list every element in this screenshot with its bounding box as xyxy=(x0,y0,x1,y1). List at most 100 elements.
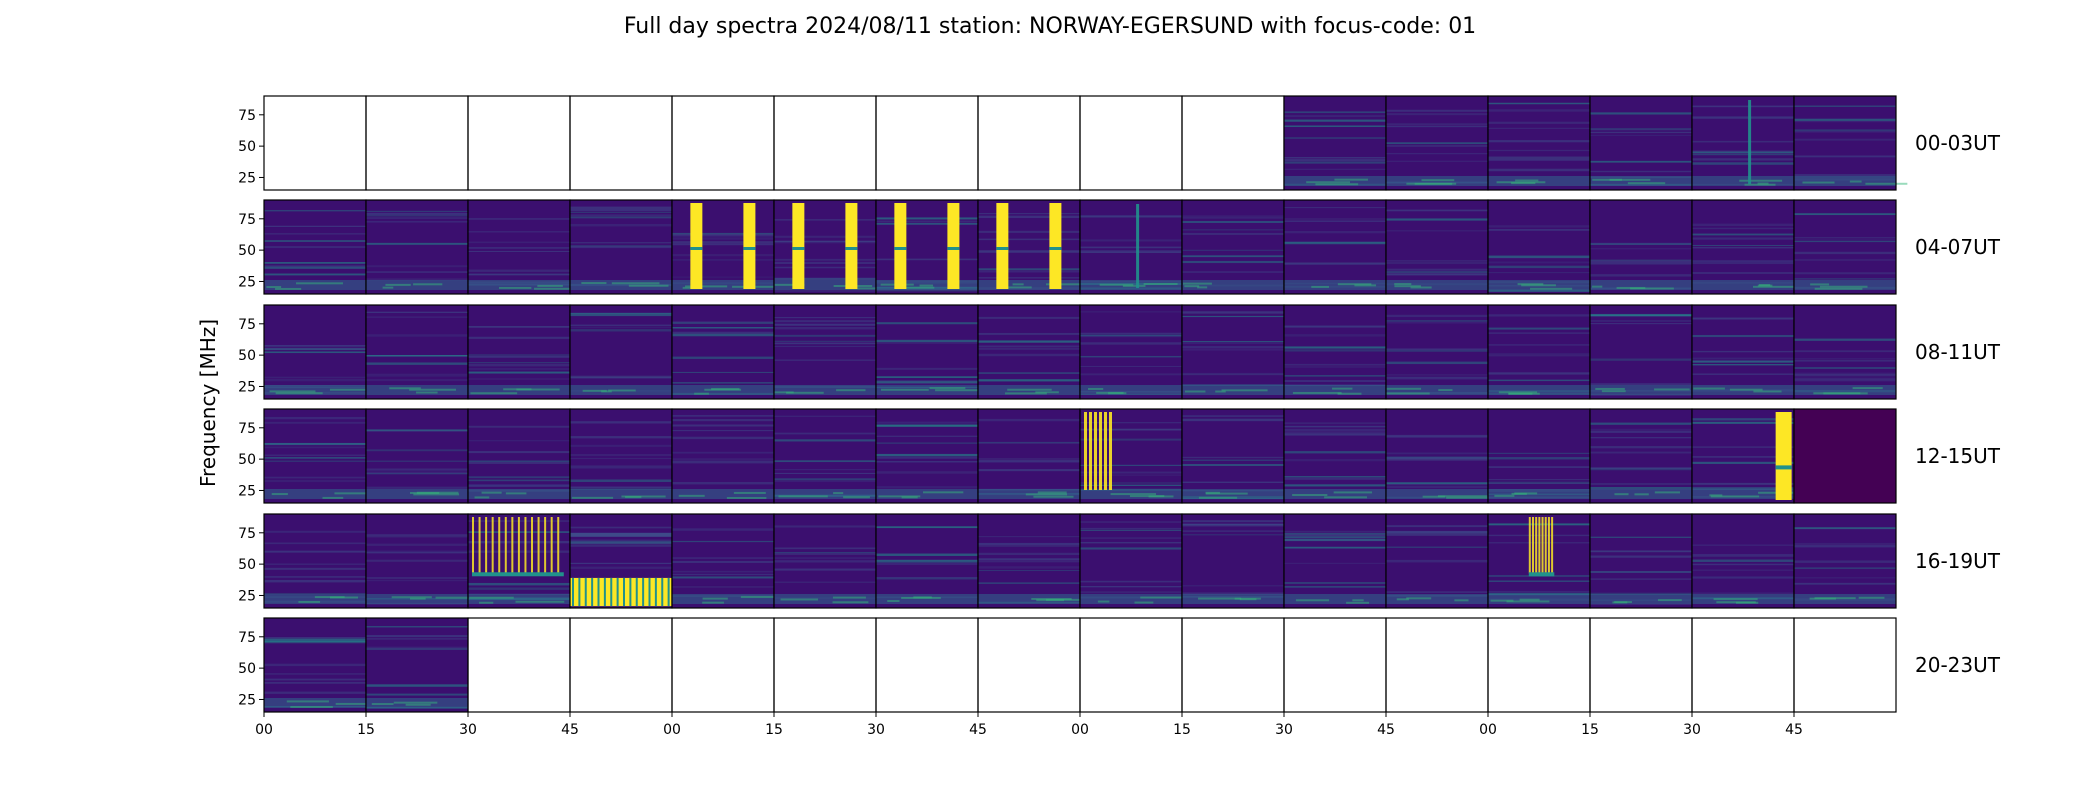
low-band-activity xyxy=(1386,280,1488,290)
low-band-streak xyxy=(1814,287,1863,290)
interference-line xyxy=(978,213,1080,215)
low-band-streak xyxy=(1422,495,1446,498)
striped-emission xyxy=(537,517,540,574)
low-band-streak xyxy=(1406,597,1432,600)
striped-emission xyxy=(498,517,501,574)
low-band-streak xyxy=(335,702,369,705)
spectrum-panel xyxy=(1079,617,1183,713)
low-band-streak xyxy=(1437,495,1488,498)
low-band-streak xyxy=(329,596,359,599)
interference-line xyxy=(264,210,366,212)
spectrum-panel xyxy=(1283,408,1387,504)
interference-line xyxy=(1284,562,1386,564)
low-band-emission xyxy=(635,577,638,607)
spectrum-panel xyxy=(671,513,775,609)
panel-frame xyxy=(1487,617,1591,713)
interference-line xyxy=(774,235,876,238)
interference-line xyxy=(672,557,774,559)
interference-line xyxy=(876,289,978,292)
interference-line xyxy=(1794,379,1896,382)
interference-line xyxy=(264,246,366,249)
low-band-streak xyxy=(1752,285,1796,288)
low-band-streak xyxy=(1346,601,1370,604)
interference-line xyxy=(1182,348,1284,351)
interference-line xyxy=(1794,377,1896,380)
spectrum-panel xyxy=(1589,408,1693,504)
interference-line xyxy=(1182,585,1284,587)
interference-line xyxy=(1386,533,1488,536)
low-band-streak xyxy=(271,493,288,496)
interference-line xyxy=(1080,521,1182,523)
interference-line xyxy=(1692,237,1794,240)
low-band-activity xyxy=(1284,176,1386,186)
spectrum-panel xyxy=(365,513,483,609)
x-tick-label: 45 xyxy=(561,722,579,738)
spectrum-panel xyxy=(1283,199,1387,295)
spectrum-panel xyxy=(263,199,367,295)
low-band-streak xyxy=(1710,495,1760,498)
interference-line xyxy=(1080,335,1182,338)
interference-line xyxy=(1794,251,1896,255)
interference-line xyxy=(774,525,876,528)
panel-frame xyxy=(1793,513,1897,609)
interference-line xyxy=(366,486,468,490)
low-band-streak xyxy=(474,496,490,499)
x-tick-label: 45 xyxy=(1785,722,1803,738)
low-band-streak xyxy=(1858,596,1885,599)
low-band-streak xyxy=(1311,285,1330,288)
low-band-streak xyxy=(1122,284,1146,287)
striped-emission xyxy=(511,517,514,574)
spectrum-panel xyxy=(365,304,469,400)
spectrum-panel xyxy=(1691,513,1795,609)
y-tick-label: 75 xyxy=(238,630,256,646)
interference-line xyxy=(1590,578,1692,580)
spectrum-panel xyxy=(875,408,979,504)
low-band-streak xyxy=(685,285,728,288)
interference-line xyxy=(1488,121,1590,124)
burst-line xyxy=(947,203,960,289)
interference-line xyxy=(264,542,366,545)
interference-line xyxy=(774,415,876,417)
interference-line xyxy=(366,373,468,376)
interference-line xyxy=(1692,140,1794,143)
spectrum-background xyxy=(1386,305,1488,399)
interference-line xyxy=(468,582,570,586)
interference-line xyxy=(1590,243,1692,245)
interference-line xyxy=(978,560,1080,563)
interference-line xyxy=(468,368,570,370)
interference-line xyxy=(1284,218,1386,220)
panel-frame xyxy=(875,617,979,713)
low-band-activity xyxy=(774,594,876,604)
interference-line xyxy=(1692,116,1794,119)
spectrum-background xyxy=(774,200,876,294)
spectrum-panel xyxy=(1181,199,1285,295)
low-band-streak xyxy=(393,701,438,704)
interference-line xyxy=(876,382,978,385)
interference-line xyxy=(672,573,774,576)
panel-frame xyxy=(569,617,673,713)
interference-line xyxy=(1488,127,1590,129)
low-band-activity xyxy=(1590,594,1692,604)
spectrum-panel xyxy=(467,304,571,400)
interference-line xyxy=(672,356,774,359)
interference-line xyxy=(1794,582,1896,585)
low-band-streak xyxy=(774,391,794,394)
spectrum-panel xyxy=(1079,408,1183,504)
interference-line xyxy=(1080,332,1182,335)
panel-frame xyxy=(1385,617,1489,713)
striped-emission xyxy=(1547,517,1550,574)
interference-line xyxy=(1080,585,1182,588)
interference-line xyxy=(672,561,774,563)
spectrum-panel xyxy=(1793,95,1908,191)
interference-line xyxy=(1692,227,1794,230)
interference-line xyxy=(876,526,978,528)
interference-line xyxy=(1386,125,1488,128)
interference-line xyxy=(1692,244,1794,247)
interference-line xyxy=(1386,348,1488,350)
interference-line xyxy=(366,316,468,318)
interference-line xyxy=(1284,137,1386,139)
interference-line xyxy=(1386,321,1488,324)
interference-line xyxy=(1080,215,1182,218)
interference-line xyxy=(1182,346,1284,348)
interference-line xyxy=(876,322,978,325)
